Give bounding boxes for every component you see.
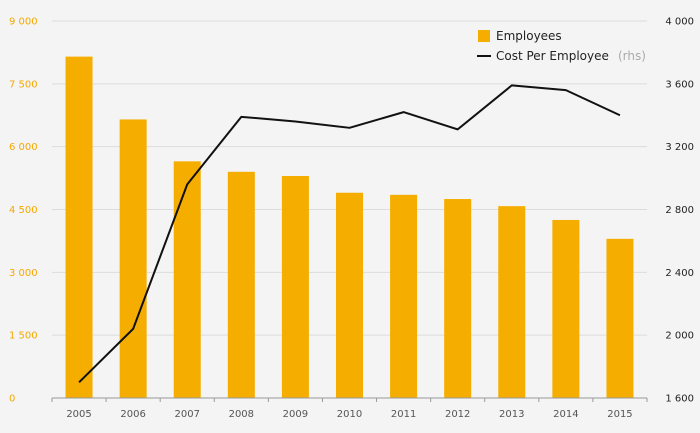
bar <box>227 171 255 398</box>
x-axis-tick-label: 2005 <box>66 409 91 420</box>
x-axis-tick-label: 2011 <box>391 409 416 420</box>
right-axis-tick-label: 1 600 <box>665 394 694 405</box>
left-axis-tick-label: 9 000 <box>9 17 38 28</box>
bar <box>606 238 634 398</box>
legend-label-employees: Employees <box>496 29 562 43</box>
bar <box>119 119 147 398</box>
bar <box>173 161 201 398</box>
left-axis-tick-label: 3 000 <box>9 268 38 279</box>
bar <box>552 219 580 398</box>
axes: 0 1 500 3 000 4 500 6 000 7 500 9 000 1 600 2 00… <box>9 17 694 421</box>
x-axis-tick-label: 2014 <box>553 409 578 420</box>
bar-series-employees <box>65 56 634 398</box>
x-axis-tick-label: 2015 <box>607 409 632 420</box>
bar <box>444 199 472 398</box>
left-axis-tick-label: 6 000 <box>9 142 38 153</box>
bar <box>498 206 526 398</box>
bar <box>65 56 93 398</box>
x-axis-tick-label: 2012 <box>445 409 470 420</box>
bar <box>390 194 418 398</box>
legend: Employees Cost Per Employee (rhs) <box>477 29 646 64</box>
x-axis-tick-label: 2013 <box>499 409 524 420</box>
right-axis-tick-label: 2 800 <box>665 205 694 216</box>
x-axis-tick-label: 2010 <box>337 409 362 420</box>
left-axis-tick-label: 7 500 <box>9 79 38 90</box>
right-axis-tick-label: 2 400 <box>665 268 694 279</box>
right-axis-tick-label: 3 600 <box>665 79 694 90</box>
x-axis-tick-label: 2007 <box>175 409 200 420</box>
bar <box>336 192 363 398</box>
x-axis-tick-label: 2009 <box>283 409 308 420</box>
right-axis-tick-label: 2 000 <box>665 331 694 342</box>
left-axis-tick-label: 0 <box>9 394 15 405</box>
legend-label-cost-per-employee: Cost Per Employee (rhs) <box>496 45 646 64</box>
legend-swatch-employees <box>478 30 490 42</box>
x-axis-tick-label: 2006 <box>120 409 145 420</box>
line-series-cost-per-employee <box>78 84 621 384</box>
bar <box>281 175 309 398</box>
right-axis-tick-label: 3 200 <box>665 142 694 153</box>
left-axis-tick-label: 1 500 <box>9 331 38 342</box>
x-axis-tick-label: 2008 <box>229 409 254 420</box>
right-axis-tick-label: 4 000 <box>665 17 694 28</box>
left-axis-tick-label: 4 500 <box>9 205 38 216</box>
